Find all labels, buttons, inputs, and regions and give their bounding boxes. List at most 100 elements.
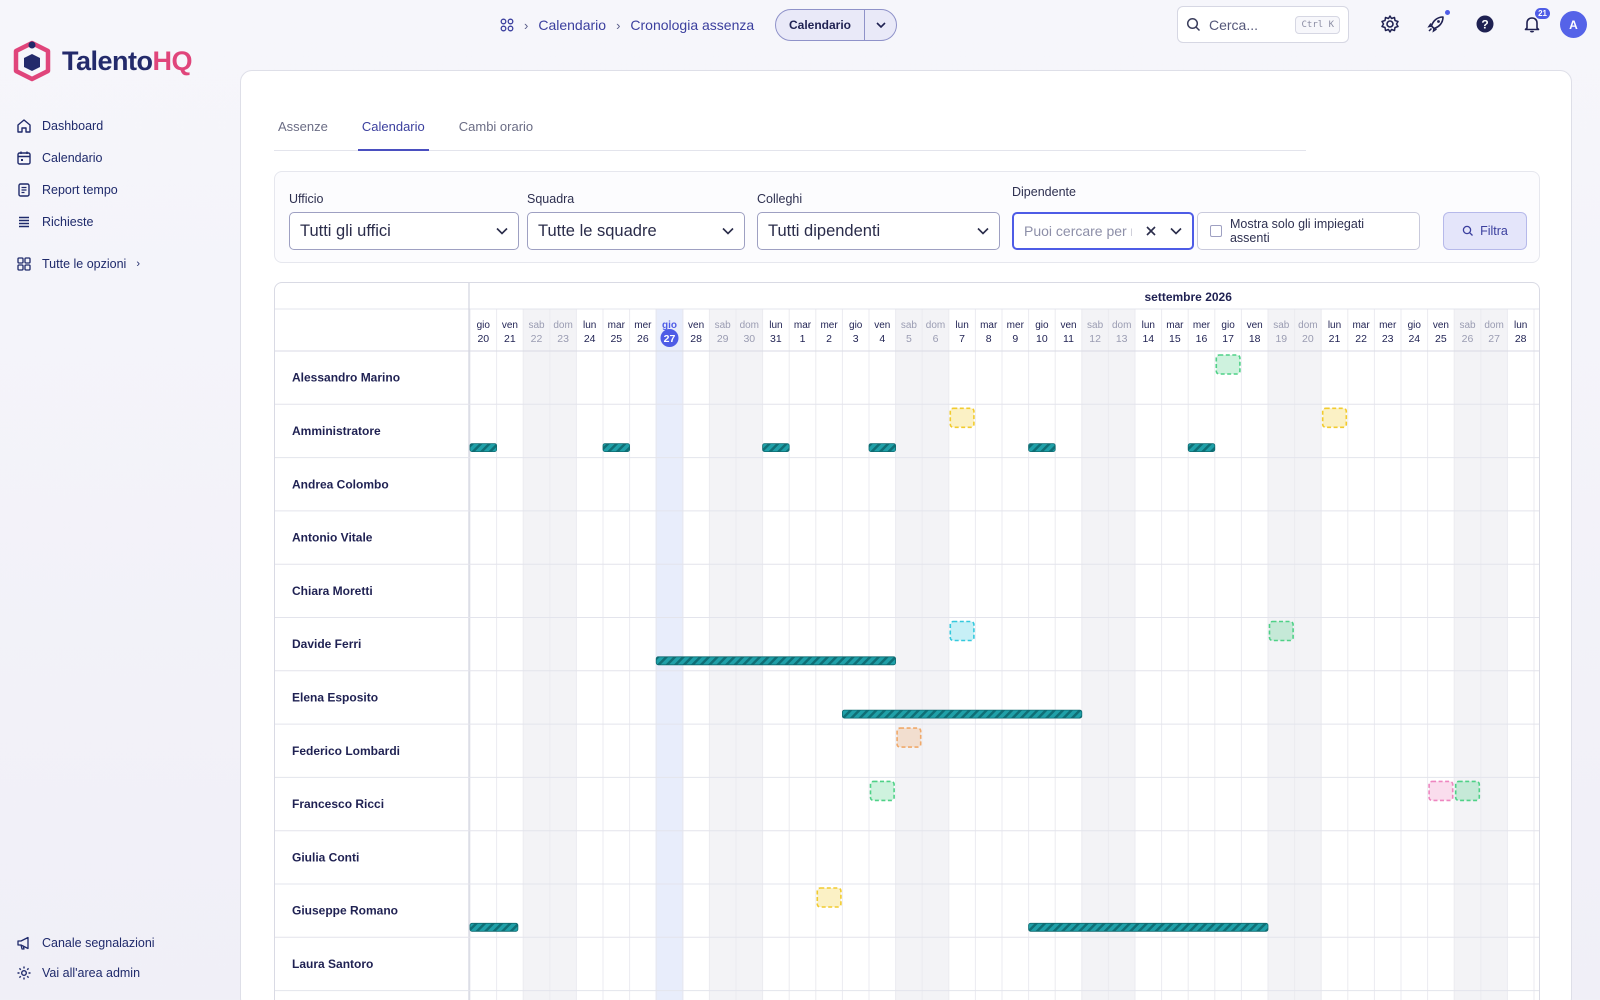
chevron-down-icon[interactable] [1170,227,1182,235]
day-number[interactable]: 21 [504,333,516,345]
search-placeholder[interactable]: Cerca... [1209,16,1259,33]
day-number[interactable]: 28 [1515,333,1527,345]
day-number[interactable]: 25 [1435,333,1447,345]
day-number[interactable]: 14 [1142,333,1154,345]
absence-request-yellow[interactable] [816,887,842,908]
day-number[interactable]: 19 [1275,333,1287,345]
day-number[interactable]: 21 [1329,333,1341,345]
day-number[interactable]: 31 [770,333,782,345]
absence-bar[interactable] [1187,443,1216,453]
absence-request-pink[interactable] [1428,780,1454,802]
day-number[interactable]: 9 [1012,333,1018,345]
apps-grid-icon[interactable] [500,18,514,32]
absence-bar[interactable] [469,922,519,932]
tab-cambi-orario[interactable]: Cambi orario [458,119,534,134]
help-button[interactable]: ? [1473,12,1497,36]
day-number[interactable]: 1 [800,333,806,345]
view-switch-label[interactable]: Calendario [788,18,851,32]
colleagues-select[interactable]: Tutti dipendenti [757,212,1000,250]
notifications-button[interactable]: 21 [1520,8,1550,36]
employee-name[interactable]: Elena Esposito [292,690,378,704]
absence-request-green[interactable] [869,780,895,802]
absence-bar[interactable] [762,443,790,453]
day-number[interactable]: 15 [1169,333,1181,345]
day-number[interactable]: 18 [1249,333,1261,345]
day-number[interactable]: 20 [477,333,489,345]
day-number[interactable]: 3 [853,333,859,345]
day-number[interactable]: 22 [531,333,543,345]
global-search[interactable]: Cerca... Ctrl K [1177,6,1349,43]
day-number[interactable]: 7 [959,333,965,345]
day-number[interactable]: 24 [1408,333,1420,345]
day-number[interactable]: 23 [557,333,569,345]
day-number[interactable]: 28 [690,333,702,345]
sidebar-item-dashboard[interactable]: Dashboard [16,110,226,142]
sidebar-item-report-tempo[interactable]: Report tempo [16,174,226,206]
employee-name[interactable]: Antonio Vitale [292,531,373,545]
tab-assenze[interactable]: Assenze [278,119,328,134]
day-number[interactable]: 22 [1355,333,1367,345]
day-number[interactable]: 8 [986,333,992,345]
absence-bar[interactable] [1028,922,1269,932]
tab-calendario[interactable]: Calendario [357,107,429,151]
day-number[interactable]: 12 [1089,333,1101,345]
employee-name[interactable]: Chiara Moretti [292,584,373,598]
day-number[interactable]: 26 [637,333,649,345]
team-select[interactable]: Tutte le squadre [527,212,745,250]
breadcrumb-calendario[interactable]: Calendario [538,17,607,33]
day-number[interactable]: 25 [610,333,622,345]
day-number[interactable]: 23 [1382,333,1394,345]
office-select[interactable]: Tutti gli uffici [289,212,519,250]
day-number[interactable]: 2 [826,333,832,345]
sidebar-item-richieste[interactable]: Richieste [16,206,226,238]
day-number[interactable]: 26 [1462,333,1474,345]
day-number[interactable]: 16 [1196,333,1208,345]
whats-new-button[interactable] [1424,10,1450,36]
day-number[interactable]: 5 [906,333,912,345]
sidebar-item-canale-segnalazioni[interactable]: Canale segnalazioni [16,928,226,958]
absence-request-green[interactable] [1215,354,1241,375]
employee-name[interactable]: Federico Lombardi [292,744,400,758]
employee-name[interactable]: Laura Santoro [292,957,373,971]
employee-name[interactable]: Davide Ferri [292,637,361,651]
day-number[interactable]: 4 [879,333,885,345]
day-number[interactable]: 17 [1222,333,1234,345]
absence-bar[interactable] [469,443,498,453]
employee-name[interactable]: Giulia Conti [292,850,359,864]
day-number[interactable]: 6 [933,333,939,345]
employee-select[interactable]: Puoi cercare per nome [1012,212,1194,250]
absence-request-green[interactable] [1268,620,1294,642]
only-absent-checkbox[interactable] [1210,225,1222,237]
day-number[interactable]: 30 [743,333,755,345]
employee-name[interactable]: Francesco Ricci [292,797,384,811]
day-number[interactable]: 20 [1302,333,1314,345]
day-number[interactable]: 24 [584,333,596,345]
day-number[interactable]: 10 [1036,333,1048,345]
breadcrumb-cronologia-assenza[interactable]: Cronologia assenza [630,17,755,33]
app-logo[interactable]: TalentoHQ [12,40,192,82]
settings-button[interactable] [1378,12,1402,36]
absence-bar[interactable] [868,443,897,453]
employee-name[interactable]: Amministratore [292,424,381,438]
day-number[interactable]: 27 [664,333,676,345]
day-number[interactable]: 11 [1063,333,1074,345]
absence-bar[interactable] [1028,443,1056,453]
employee-name[interactable]: Giuseppe Romano [292,904,398,918]
only-absent-toggle[interactable]: Mostra solo gli impiegati assenti [1197,212,1420,250]
absence-request-yellow[interactable] [1321,407,1348,429]
avatar[interactable]: A [1560,11,1587,38]
sidebar-item-calendario[interactable]: Calendario [16,142,226,174]
day-number[interactable]: 13 [1116,333,1128,345]
filter-button[interactable]: Filtra [1443,212,1527,250]
day-number[interactable]: 29 [717,333,729,345]
chevron-down-icon[interactable] [864,10,896,40]
sidebar-item-area-admin[interactable]: Vai all'area admin [16,958,226,988]
sidebar-item-tutte-le-opzioni[interactable]: Tutte le opzioni › [16,248,226,280]
absence-bar[interactable] [655,656,897,666]
absence-bar[interactable] [602,443,631,453]
employee-name[interactable]: Alessandro Marino [292,371,400,385]
employee-name[interactable]: Andrea Colombo [292,477,389,491]
absence-bar[interactable] [842,709,1083,719]
absence-request-yellow[interactable] [949,407,975,429]
absence-request-orange[interactable] [896,727,922,748]
